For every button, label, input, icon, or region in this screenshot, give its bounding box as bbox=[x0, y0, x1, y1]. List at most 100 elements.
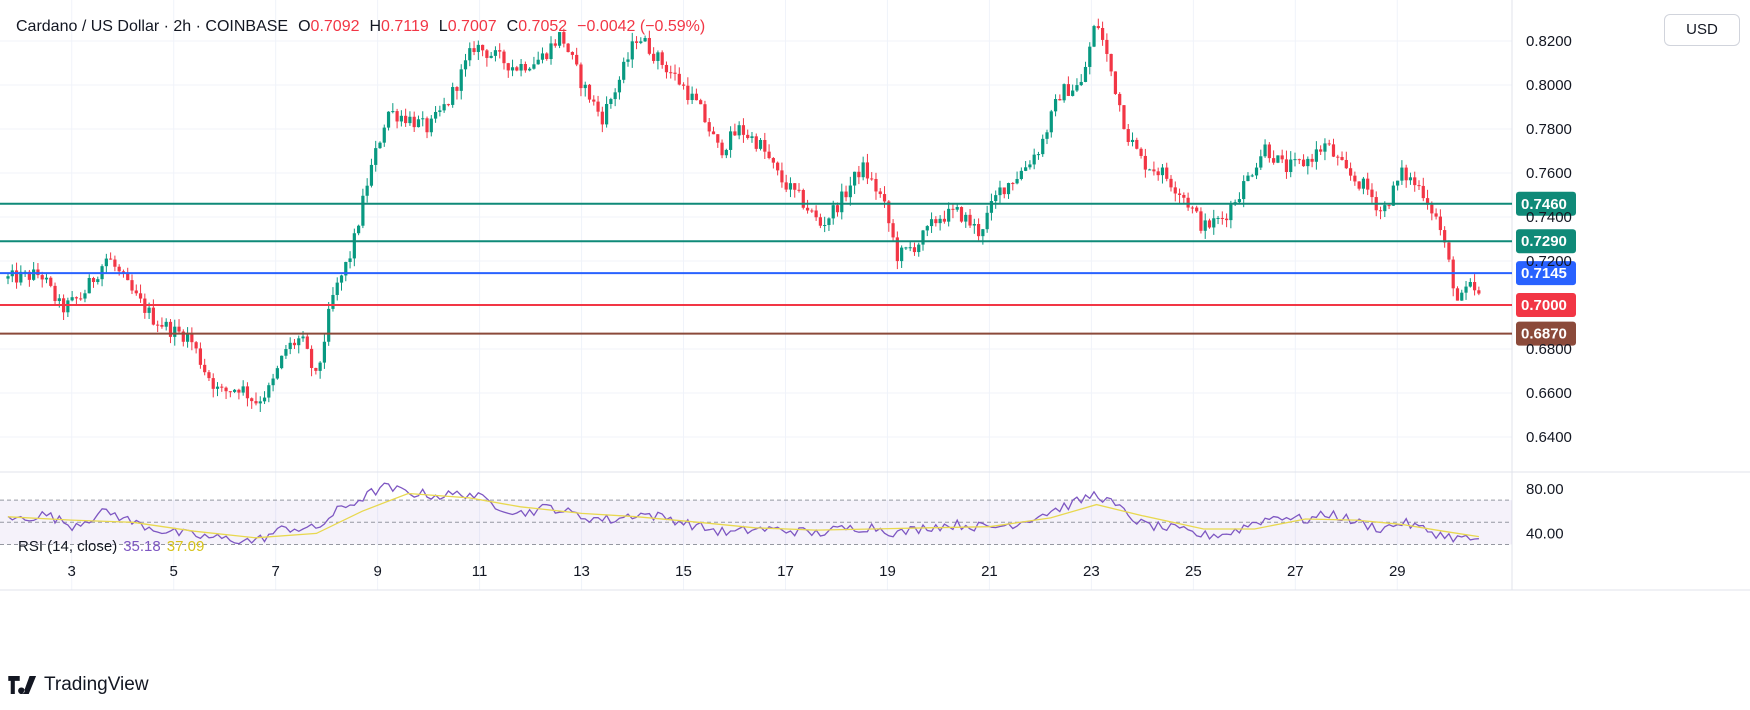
candle-body bbox=[643, 37, 647, 42]
candle bbox=[1237, 192, 1242, 204]
candle-body bbox=[681, 84, 686, 86]
candle-body bbox=[160, 324, 164, 327]
candle bbox=[395, 108, 399, 129]
candle-body bbox=[468, 48, 472, 61]
candle-body bbox=[955, 207, 959, 210]
currency-button[interactable]: USD bbox=[1664, 14, 1740, 46]
candle-body bbox=[622, 61, 626, 80]
candle-body bbox=[1160, 167, 1165, 176]
candle bbox=[1348, 162, 1353, 181]
candle-body bbox=[647, 37, 651, 54]
candle bbox=[70, 291, 74, 302]
candle-body bbox=[1109, 53, 1113, 72]
candle-body bbox=[994, 195, 998, 202]
level-label: 0.7145 bbox=[1521, 265, 1567, 282]
candle bbox=[1006, 182, 1011, 199]
candle-body bbox=[104, 258, 108, 267]
candle bbox=[1378, 206, 1383, 220]
candle bbox=[968, 209, 972, 228]
candle bbox=[109, 252, 113, 260]
candle-body bbox=[1152, 169, 1156, 172]
candle bbox=[1438, 209, 1442, 236]
candle-body bbox=[1113, 71, 1118, 94]
symbol-title[interactable]: Cardano / US Dollar · 2h · COINBASE bbox=[16, 18, 289, 35]
candle bbox=[622, 57, 626, 84]
candle bbox=[1105, 33, 1109, 62]
candle-body bbox=[626, 59, 630, 62]
level-label: 0.7000 bbox=[1521, 297, 1567, 314]
price-tick-label: 0.6400 bbox=[1526, 429, 1572, 446]
candle bbox=[1212, 209, 1216, 235]
candle-body bbox=[237, 389, 241, 393]
candle-body bbox=[250, 398, 254, 402]
candle-body bbox=[1015, 178, 1019, 184]
candle bbox=[463, 53, 468, 77]
candle-body bbox=[699, 100, 703, 105]
candle bbox=[1284, 150, 1289, 179]
candle-body bbox=[1058, 99, 1062, 101]
candle bbox=[44, 274, 49, 284]
candle bbox=[79, 292, 83, 301]
candle-body bbox=[365, 185, 369, 196]
candle bbox=[66, 297, 70, 318]
candle-body bbox=[1331, 144, 1336, 157]
candle-body bbox=[788, 183, 793, 190]
candle bbox=[481, 44, 485, 57]
candle bbox=[1126, 123, 1130, 146]
candle-body bbox=[382, 127, 386, 143]
candle bbox=[429, 115, 433, 137]
candle-body bbox=[553, 43, 557, 46]
candle-body bbox=[211, 378, 215, 389]
tradingview-logo[interactable]: TradingView bbox=[8, 674, 149, 696]
candle-body bbox=[1301, 159, 1306, 167]
level-tag bbox=[1516, 261, 1576, 286]
candle-body bbox=[44, 277, 49, 280]
candle-body bbox=[1400, 167, 1404, 181]
candle bbox=[1408, 172, 1413, 185]
candle bbox=[1391, 181, 1395, 206]
candle-body bbox=[220, 386, 224, 388]
candle-body bbox=[1396, 180, 1400, 186]
candle bbox=[754, 133, 758, 152]
candle bbox=[1207, 218, 1212, 229]
candle-body bbox=[1135, 139, 1139, 149]
candle bbox=[113, 255, 117, 272]
price-tick-label: 0.6800 bbox=[1526, 341, 1572, 358]
candle bbox=[224, 386, 228, 400]
candle bbox=[1344, 151, 1348, 170]
candle-body bbox=[40, 275, 44, 280]
candle-body bbox=[823, 225, 827, 227]
candle bbox=[1199, 207, 1203, 234]
candle bbox=[104, 253, 108, 274]
candle bbox=[408, 111, 412, 126]
candle bbox=[348, 251, 352, 269]
time-tick-label: 13 bbox=[573, 563, 590, 580]
candle bbox=[1156, 167, 1160, 181]
candle-body bbox=[262, 397, 267, 402]
candle-body bbox=[784, 182, 788, 190]
candle-body bbox=[138, 293, 143, 299]
candle bbox=[617, 76, 622, 100]
candle bbox=[519, 58, 523, 77]
candle bbox=[130, 274, 134, 295]
candle-body bbox=[690, 93, 694, 101]
candle bbox=[955, 203, 959, 212]
candle-body bbox=[1177, 193, 1182, 195]
rsi-label[interactable]: RSI (14, close) bbox=[18, 538, 118, 555]
candle-body bbox=[951, 208, 955, 210]
candle bbox=[1049, 109, 1053, 138]
candle-body bbox=[1421, 185, 1425, 199]
candle bbox=[228, 391, 232, 398]
candle-body bbox=[1203, 220, 1207, 231]
candle bbox=[741, 118, 746, 143]
rsi-legend: RSI (14, close) 35.18 37.09 bbox=[18, 538, 204, 555]
candle bbox=[1062, 83, 1066, 103]
candle bbox=[1276, 155, 1280, 164]
candle bbox=[592, 95, 596, 106]
candle-body bbox=[194, 342, 198, 349]
candle bbox=[1400, 160, 1404, 185]
candle-body bbox=[1438, 216, 1442, 231]
candle bbox=[1464, 280, 1468, 300]
candle-body bbox=[168, 321, 173, 337]
